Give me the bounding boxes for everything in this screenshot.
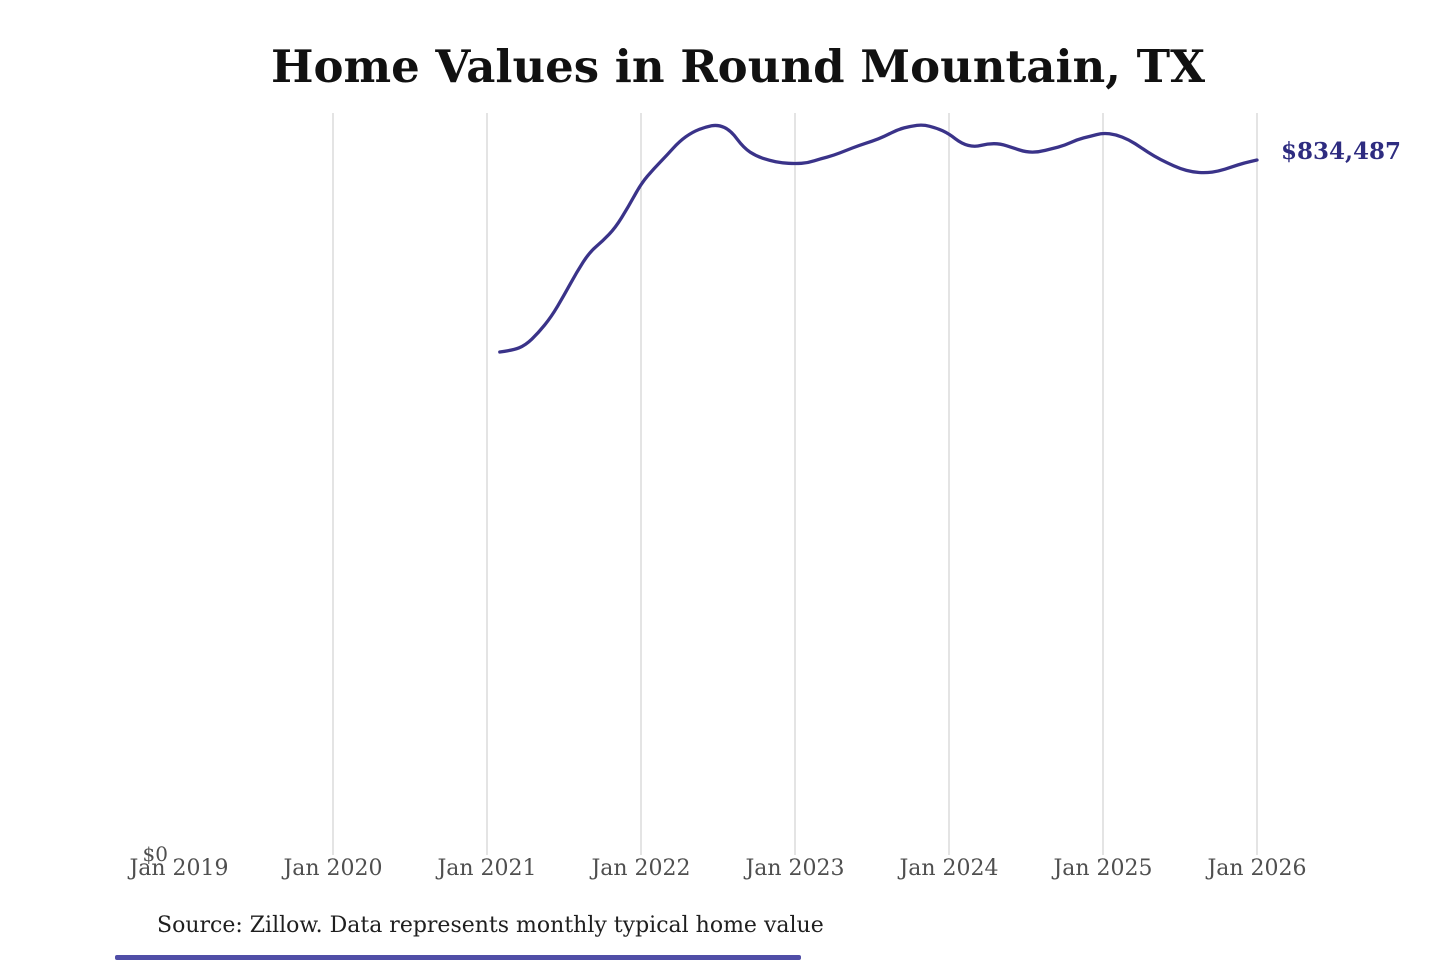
cutoff-bottom-element: [115, 955, 801, 960]
x-axis-label: Jan 2019: [129, 856, 229, 881]
x-axis-label: Jan 2026: [1207, 856, 1307, 881]
latest-value-label: $834,487: [1281, 138, 1402, 165]
x-axis-label: Jan 2023: [745, 856, 845, 881]
chart-title: Home Values in Round Mountain, TX: [270, 40, 1206, 93]
source-note: Source: Zillow. Data represents monthly …: [157, 913, 824, 938]
x-axis-label: Jan 2020: [283, 856, 383, 881]
x-axis-label: Jan 2022: [591, 856, 691, 881]
home-value-line: [498, 123, 1259, 354]
y-axis-zero-label: $0: [142, 842, 168, 866]
x-axis-label: Jan 2021: [437, 856, 537, 881]
x-axis-label: Jan 2024: [899, 856, 999, 881]
x-axis-label: Jan 2025: [1053, 856, 1153, 881]
